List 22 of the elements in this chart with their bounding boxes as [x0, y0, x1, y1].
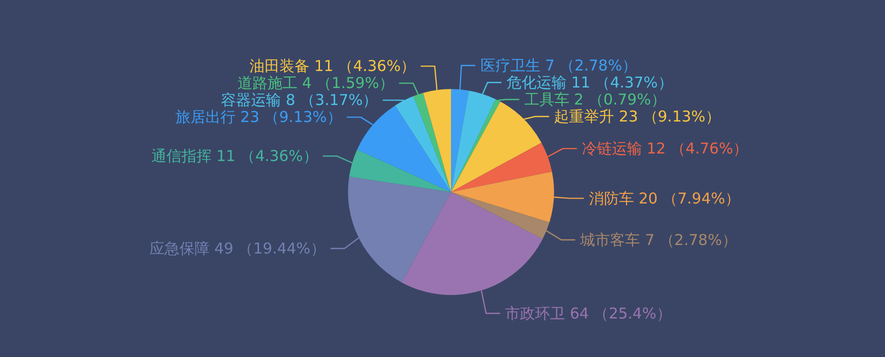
pie-slice: [451, 142, 552, 192]
pie-slice: [402, 192, 543, 295]
slice-label: 危化运输 11 （4.37%）: [506, 73, 673, 92]
slice-label: 容器运输 8 （3.17%）: [220, 91, 378, 110]
slice-label: 医疗卫生 7 （2.78%）: [480, 56, 638, 74]
slice-label: 应急保障 49 （19.44%）: [150, 240, 326, 258]
pie-slice: [451, 99, 500, 192]
slice-label: 消防车 20 （7.94%）: [588, 189, 740, 208]
pie-slice: [451, 192, 550, 239]
slice-label: 旅居出行 23 （9.13%）: [176, 108, 342, 126]
pie-slice: [413, 92, 451, 192]
pie-slice: [451, 172, 554, 222]
pie-slice: [348, 176, 451, 282]
slice-label: 油田装备 11 （4.36%）: [249, 57, 416, 76]
slice-label: 通信指挥 11 （4.36%）: [152, 147, 318, 166]
slice-label: 道路施工 4 （1.59%）: [237, 74, 394, 92]
slice-label: 城市客车 7 （2.78%）: [579, 230, 737, 249]
pie-slice: [349, 150, 451, 192]
slice-label: 市政环卫 64 （25.4%）: [505, 304, 672, 322]
slice-label: 工具车 2 （0.79%）: [524, 90, 666, 108]
slice-label: 起重举升 23 （9.13%）: [554, 107, 720, 126]
slice-label: 冷链运输 12 （4.76%）: [582, 140, 748, 158]
